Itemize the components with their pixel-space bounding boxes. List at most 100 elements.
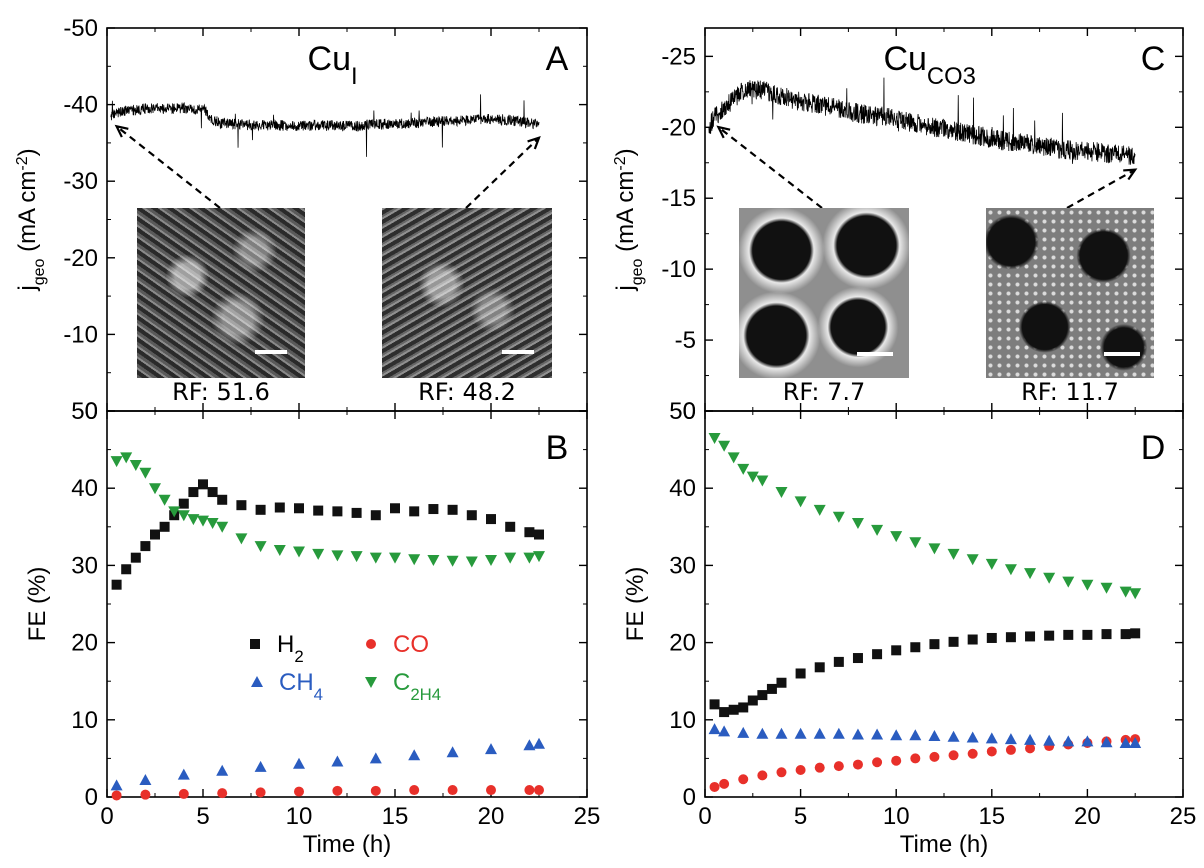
data-point-co (719, 778, 730, 789)
data-point-co (370, 785, 381, 796)
y-tick-label: 0 (683, 398, 696, 425)
data-point-ch4 (890, 729, 903, 741)
data-point-co (255, 787, 266, 798)
data-point-h2 (967, 634, 978, 645)
legend-marker-c2h4 (365, 677, 377, 688)
x-tick-label: 0 (100, 803, 113, 830)
data-point-co (891, 755, 902, 766)
data-point-c2h4 (149, 483, 161, 495)
data-point-c2h4 (1043, 572, 1056, 584)
data-point-c2h4 (966, 554, 979, 566)
y-tick-label: -20 (63, 245, 98, 272)
data-point-co (776, 767, 787, 778)
y-tick-label: 0 (85, 784, 98, 811)
panel-title: CuCO3 (883, 40, 975, 90)
y-axis-label-text: FE (%) (622, 567, 649, 642)
current-trace (708, 77, 1136, 165)
data-point-h2 (466, 510, 477, 521)
x-tick-label: 10 (883, 803, 910, 830)
data-point-h2 (294, 503, 304, 514)
y-tick-label: -15 (661, 185, 696, 212)
data-point-co (872, 757, 883, 768)
x-axis-label: Time (h) (303, 831, 391, 858)
data-point-h2 (833, 656, 844, 667)
data-point-c2h4 (350, 551, 363, 563)
inset-arrow-head (716, 125, 731, 139)
data-point-c2h4 (389, 552, 401, 564)
y-tick-label: 30 (71, 552, 98, 579)
inset-arrow (1066, 168, 1136, 209)
data-point-h2 (1025, 631, 1036, 642)
data-point-c2h4 (727, 452, 740, 464)
y-axis-label-text: jgeo (mA cm-2) (14, 148, 48, 291)
data-point-ch4 (216, 764, 229, 776)
y-axis-label: FE (%) (622, 567, 649, 642)
rf-label-cu-co3-start: RF: 7.7 (782, 378, 866, 406)
data-point-h2 (852, 653, 863, 664)
data-point-h2 (370, 510, 381, 521)
y-tick-label: 50 (71, 398, 98, 425)
data-point-h2 (1130, 628, 1141, 639)
data-point-ch4 (1062, 735, 1075, 747)
data-point-ch4 (293, 757, 305, 769)
data-point-h2 (428, 504, 439, 515)
x-tick-label: 0 (698, 803, 711, 830)
data-point-h2 (1063, 629, 1074, 640)
data-point-ch4 (871, 728, 884, 740)
data-point-c2h4 (158, 494, 171, 506)
data-point-co (986, 746, 997, 757)
data-point-c2h4 (139, 467, 152, 479)
data-point-ch4 (775, 727, 788, 739)
data-point-h2 (198, 479, 208, 490)
data-point-h2 (121, 564, 132, 575)
data-point-ch4 (737, 726, 750, 738)
data-point-h2 (728, 704, 739, 715)
x-tick-label: 5 (196, 803, 209, 830)
data-point-co (294, 786, 304, 797)
y-axis-label-text: FE (%) (24, 567, 51, 642)
data-point-c2h4 (187, 514, 200, 526)
y-axis-label: FE (%) (24, 567, 51, 642)
data-point-ch4 (331, 755, 344, 767)
data-point-h2 (150, 529, 160, 540)
data-point-c2h4 (775, 487, 788, 499)
data-point-co (1005, 744, 1016, 755)
data-point-h2 (948, 636, 959, 647)
data-point-c2h4 (254, 541, 267, 553)
data-point-h2 (738, 702, 749, 713)
data-point-ch4 (966, 731, 979, 743)
data-point-h2 (351, 507, 362, 518)
x-axis-label: Time (h) (900, 831, 988, 858)
data-point-h2 (111, 579, 122, 590)
rf-label-cu-i-end: RF: 48.2 (418, 378, 516, 406)
data-point-ch4 (523, 739, 536, 751)
x-tick-label: 10 (286, 803, 313, 830)
data-point-ch4 (1129, 736, 1142, 748)
data-point-c2h4 (331, 550, 344, 562)
data-point-h2 (207, 487, 218, 498)
legend-label-h2: H2 (277, 631, 304, 666)
rf-label-cu-co3-end: RF: 11.7 (1021, 378, 1119, 406)
y-tick-label: -30 (63, 168, 98, 195)
data-point-c2h4 (1129, 588, 1142, 600)
sem-image-cu-co3-start (739, 208, 909, 378)
y-tick-label: 10 (71, 707, 98, 734)
data-point-c2h4 (832, 511, 845, 523)
data-point-c2h4 (504, 552, 517, 564)
inset-arrow (465, 136, 540, 209)
panel-letter: C (1141, 40, 1166, 78)
data-point-h2 (872, 649, 883, 660)
data-point-h2 (747, 695, 758, 706)
data-point-c2h4 (1062, 576, 1075, 588)
y-tick-label: 10 (669, 707, 696, 734)
data-point-ch4 (1004, 733, 1017, 745)
y-tick-label: -20 (661, 114, 696, 141)
data-point-h2 (255, 504, 266, 515)
scale-bar (1104, 352, 1140, 356)
data-point-h2 (776, 677, 787, 688)
data-point-h2 (719, 707, 730, 718)
data-point-ch4 (832, 727, 845, 739)
data-point-h2 (505, 521, 516, 532)
data-point-ch4 (1043, 734, 1056, 746)
data-point-h2 (274, 502, 285, 513)
